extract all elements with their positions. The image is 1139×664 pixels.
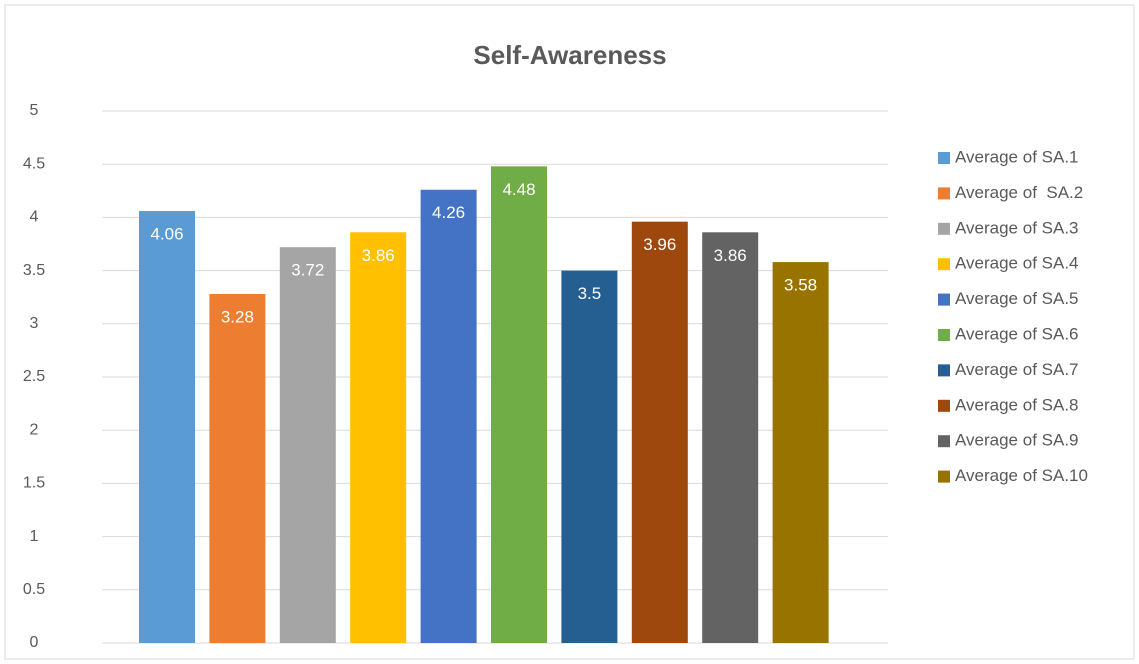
y-tick-label: 4 [30, 209, 39, 226]
legend-swatch [938, 435, 950, 448]
data-label: 3.86 [714, 246, 747, 265]
y-tick-label: 2 [30, 421, 39, 438]
y-tick-label: 3.5 [23, 262, 45, 279]
data-label: 4.26 [432, 203, 465, 222]
legend-label: Average of SA.2 [955, 183, 1083, 202]
legend-label: Average of SA.7 [955, 360, 1079, 379]
legend-swatch [938, 187, 950, 200]
y-tick-label: 0.5 [23, 581, 45, 598]
legend-label: Average of SA.6 [955, 324, 1079, 343]
bar [139, 211, 195, 644]
legend-label: Average of SA.5 [955, 289, 1079, 308]
bar [772, 262, 829, 643]
bar [350, 232, 407, 643]
legend-label: Average of SA.10 [955, 466, 1088, 485]
y-tick-label: 1 [30, 528, 39, 545]
legend-swatch [938, 258, 950, 271]
legend-label: Average of SA.8 [955, 395, 1079, 414]
data-label: 3.5 [578, 284, 602, 303]
chart-title: Self-Awareness [473, 40, 666, 70]
data-label: 4.48 [502, 180, 535, 199]
data-label: 3.86 [362, 246, 395, 265]
data-label: 3.72 [291, 261, 324, 280]
legend-label: Average of SA.3 [955, 218, 1079, 237]
legend-label: Average of SA.4 [955, 254, 1079, 273]
y-tick-label: 3 [30, 315, 39, 332]
bar [279, 247, 336, 643]
bar [209, 294, 266, 643]
legend-swatch [938, 399, 950, 412]
data-label: 3.58 [784, 276, 817, 295]
y-tick-label: 2.5 [23, 368, 45, 385]
legend-swatch [938, 329, 950, 341]
bar [420, 189, 477, 643]
data-label: 4.06 [150, 225, 183, 244]
legend-swatch [938, 152, 950, 164]
y-tick-label: 4.5 [23, 155, 45, 172]
bar [561, 270, 618, 643]
legend-swatch [938, 364, 950, 377]
bar [631, 221, 688, 643]
legend-swatch [938, 293, 950, 306]
bar [491, 166, 547, 643]
y-tick-label: 0 [30, 634, 39, 651]
data-label: 3.28 [221, 307, 254, 326]
legend-label: Average of SA.9 [955, 431, 1079, 450]
legend-swatch [938, 222, 950, 235]
y-tick-label: 1.5 [23, 475, 45, 492]
data-label: 3.96 [643, 235, 676, 254]
legend-label: Average of SA.1 [955, 147, 1079, 166]
y-tick-label: 5 [30, 102, 39, 119]
bar [702, 232, 759, 643]
legend-swatch [938, 470, 950, 483]
